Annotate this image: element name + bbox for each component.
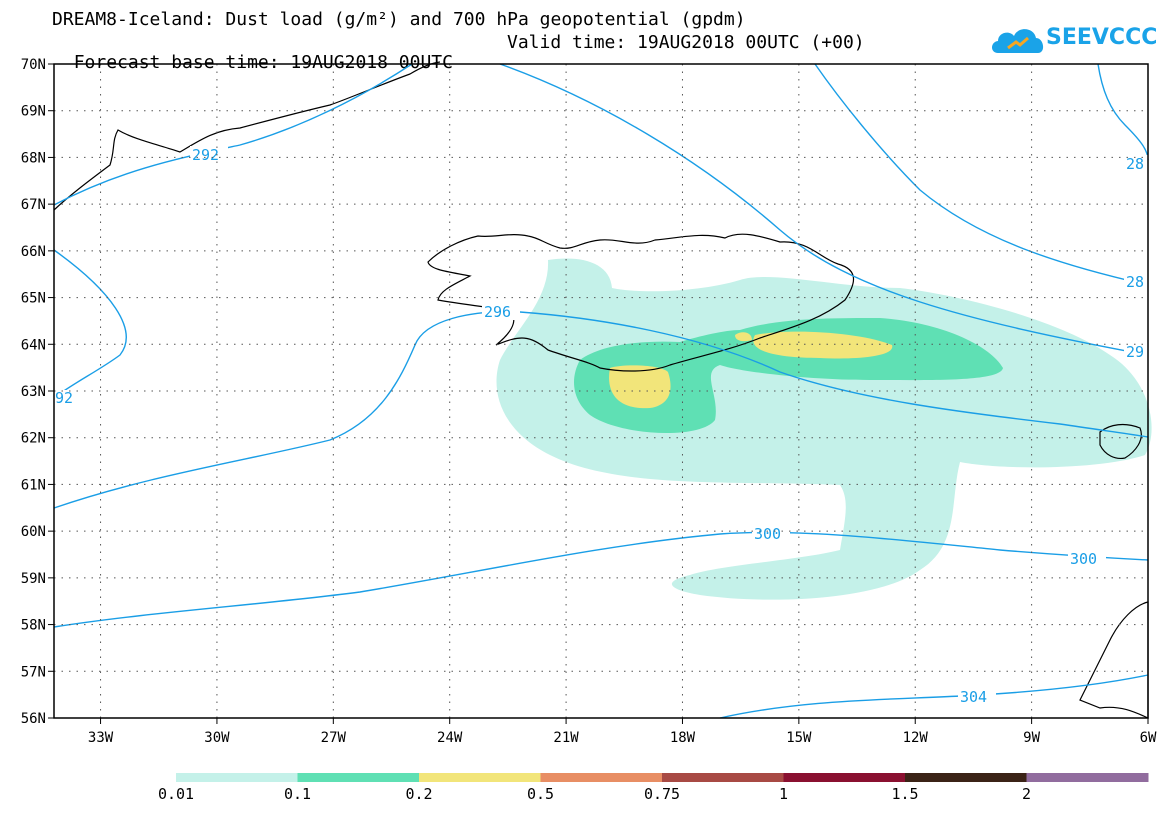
legend-swatch bbox=[176, 773, 298, 782]
dust-level-0.2 bbox=[609, 331, 893, 409]
contour-label: 292 bbox=[192, 146, 219, 164]
longitude-label: 18W bbox=[670, 730, 696, 746]
latitude-label: 68N bbox=[21, 150, 46, 166]
contour-north-b bbox=[814, 63, 1149, 286]
legend-label: 1 bbox=[778, 785, 789, 803]
legend-swatch bbox=[540, 773, 663, 782]
contour-label: 29 bbox=[1126, 343, 1144, 361]
axis-ticks: 70N 69N 68N 67N 66N 65N 64N 63N 62N 61N 60N 59N 58N 5… bbox=[21, 57, 1157, 746]
contour-label: 28 bbox=[1126, 155, 1144, 173]
latitude-label: 58N bbox=[21, 618, 46, 634]
longitude-label: 9W bbox=[1023, 730, 1040, 746]
forecast-base-time: Forecast base time: 19AUG2018 00UTC bbox=[73, 52, 453, 73]
latitude-label: 63N bbox=[21, 384, 46, 400]
legend-swatch bbox=[905, 773, 1027, 782]
latitude-label: 69N bbox=[21, 104, 46, 120]
contour-292-west bbox=[53, 249, 127, 399]
latitude-label: 65N bbox=[21, 291, 46, 307]
latitude-label: 62N bbox=[21, 431, 46, 447]
contour-label: 28 bbox=[1126, 273, 1144, 291]
latitude-label: 64N bbox=[21, 337, 46, 353]
legend-label: 0.1 bbox=[283, 785, 312, 803]
latitude-label: 70N bbox=[21, 57, 46, 73]
dust-level-0.01 bbox=[496, 258, 1152, 600]
longitude-label: 27W bbox=[321, 730, 347, 746]
contour-300 bbox=[53, 531, 1149, 628]
legend-swatch bbox=[297, 773, 420, 782]
legend-swatch bbox=[783, 773, 906, 782]
map-title: DREAM8-Iceland: Dust load (g/m²) and 700… bbox=[52, 9, 746, 30]
latitude-label: 61N bbox=[21, 477, 46, 493]
legend-label: 1.5 bbox=[891, 785, 919, 803]
legend-label: 2 bbox=[1021, 785, 1032, 803]
iceland-coast bbox=[427, 233, 855, 372]
cloud-icon bbox=[992, 29, 1044, 53]
map-subtitle: Forecast base time: 19AUG2018 00UTC Vali… bbox=[52, 33, 865, 93]
longitude-label: 30W bbox=[204, 730, 230, 746]
greenland-coast bbox=[53, 61, 441, 211]
dust-shading bbox=[496, 258, 1152, 600]
legend-label: 0.75 bbox=[643, 785, 681, 803]
legend-swatch bbox=[1026, 773, 1149, 782]
scotland-coast bbox=[1079, 601, 1149, 719]
legend-swatch bbox=[419, 773, 541, 782]
longitude-label: 33W bbox=[88, 730, 114, 746]
latitude-label: 57N bbox=[21, 664, 46, 680]
legend-label: 0.2 bbox=[405, 785, 433, 803]
faroe-coast bbox=[1099, 423, 1142, 460]
latitude-label: 66N bbox=[21, 244, 46, 260]
longitude-label: 24W bbox=[437, 730, 463, 746]
contour-label: 304 bbox=[960, 688, 987, 706]
contour-label: 296 bbox=[484, 303, 511, 321]
contour-label: 92 bbox=[55, 389, 73, 407]
contour-label: 300 bbox=[754, 525, 781, 543]
longitude-label: 12W bbox=[903, 730, 929, 746]
latitude-label: 67N bbox=[21, 197, 46, 213]
legend-label: 0.5 bbox=[526, 785, 555, 803]
contour-296 bbox=[53, 311, 1149, 509]
contour-304 bbox=[719, 674, 1149, 719]
longitude-label: 21W bbox=[553, 730, 579, 746]
contour-label: 300 bbox=[1070, 550, 1097, 568]
seevccc-logo: SEEVCCC bbox=[1046, 25, 1158, 50]
longitude-label: 6W bbox=[1140, 730, 1157, 746]
contour-north-c bbox=[1097, 63, 1149, 161]
longitude-label: 15W bbox=[786, 730, 812, 746]
coastline bbox=[53, 61, 1149, 719]
latitude-label: 60N bbox=[21, 524, 46, 540]
legend-swatch bbox=[662, 773, 784, 782]
valid-time: Valid time: 19AUG2018 00UTC (+00) bbox=[507, 32, 865, 53]
latitude-label: 56N bbox=[21, 711, 46, 727]
legend-label: 0.01 bbox=[157, 785, 195, 803]
latitude-label: 59N bbox=[21, 571, 46, 587]
contour-292 bbox=[53, 63, 413, 206]
color-legend bbox=[176, 773, 1149, 782]
contour-labels: 292 296 300 300 304 28 28 29 92 bbox=[54, 146, 1148, 706]
contour-north-a bbox=[499, 63, 1149, 356]
